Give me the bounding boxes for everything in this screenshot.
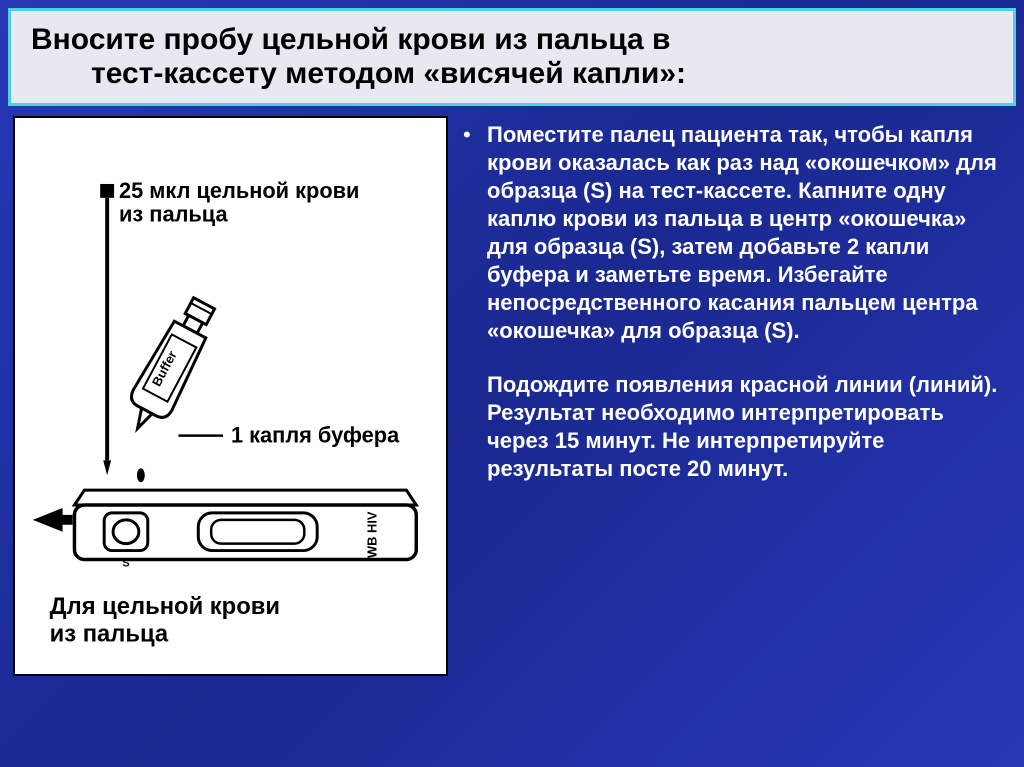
paragraph-2: Подождите появления красной линии (линий… [487, 371, 1011, 483]
text-panel: • Поместите палец пациента так, чтобы ка… [463, 116, 1011, 676]
paragraph-1: Поместите палец пациента так, чтобы капл… [487, 121, 1011, 345]
title-line-1: Вносите пробу цельной крови из пальца в [31, 23, 993, 57]
label-bottom-1: Для цельной крови [50, 593, 280, 620]
label-buffer: 1 капля буфера [231, 423, 400, 448]
content-row: 25 мкл цельной крови из пальца Buffer [8, 116, 1016, 676]
pipette-icon [100, 184, 114, 475]
bullet-icon: • [463, 121, 477, 149]
test-cassette-icon: S WB HIV [74, 490, 416, 569]
svg-text:S: S [122, 557, 129, 569]
title-line-2: тест-кассету методом «висячей капли»: [31, 57, 993, 91]
buffer-bottle-icon: Buffer [118, 293, 223, 439]
label-blood-line2: из пальца [119, 202, 228, 227]
label-bottom-2: из пальца [50, 621, 169, 648]
cassette-label: WB HIV [365, 511, 380, 558]
diagram-panel: 25 мкл цельной крови из пальца Buffer [13, 116, 448, 676]
test-cassette-diagram: 25 мкл цельной крови из пальца Buffer [15, 118, 446, 674]
bullet-item: • Поместите палец пациента так, чтобы ка… [463, 121, 1011, 345]
arrow-icon [33, 508, 73, 532]
drop-icon [137, 468, 145, 482]
label-blood-line1: 25 мкл цельной крови [119, 178, 359, 203]
slide-title-box: Вносите пробу цельной крови из пальца в … [8, 8, 1016, 106]
